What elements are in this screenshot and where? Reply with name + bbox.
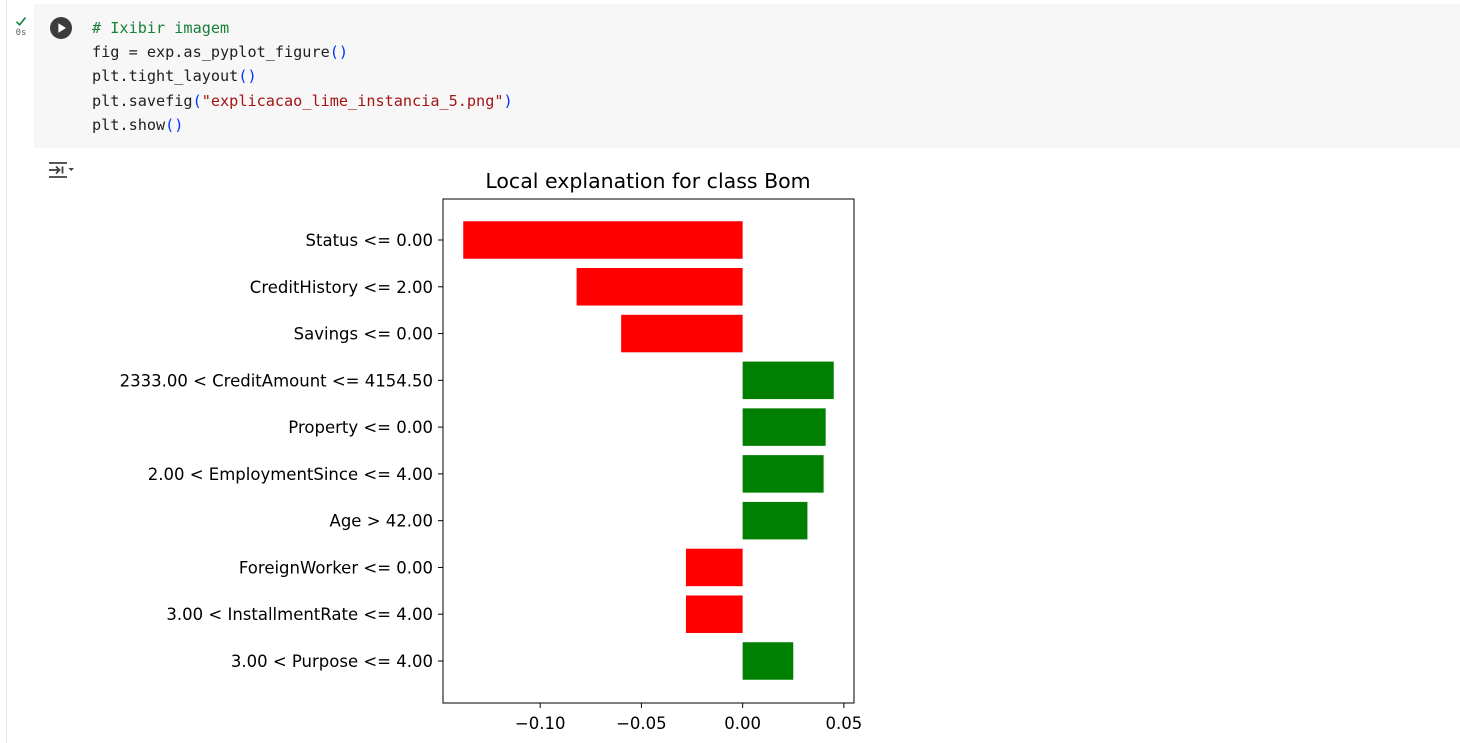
- code-cell[interactable]: [34, 4, 1460, 148]
- bar-group: [463, 221, 834, 680]
- x-tick-label: −0.10: [515, 714, 566, 733]
- bar: [742, 455, 824, 493]
- y-axis-labels: Status <= 0.00 CreditHistory <= 2.00 Savin…: [120, 231, 443, 671]
- y-tick-label: Age > 42.00: [330, 512, 433, 531]
- chart-title: Local explanation for class Bom: [485, 169, 810, 193]
- plot-frame: [442, 198, 855, 704]
- code-token: "explicacao_lime_instancia_5.png": [201, 91, 504, 110]
- x-tick-label: 0.05: [826, 714, 863, 733]
- y-tick-label: 2333.00 < CreditAmount <= 4154.50: [120, 371, 433, 390]
- code-token: (): [329, 43, 349, 62]
- run-cell-button[interactable]: [49, 16, 73, 40]
- bar: [621, 314, 743, 353]
- code-token: ): [503, 91, 513, 110]
- play-icon: [50, 17, 72, 39]
- code-editor[interactable]: # Ixibir imagem fig = exp.as_pyplot_figur…: [92, 16, 513, 137]
- bar: [463, 221, 743, 259]
- execution-time: 0s: [15, 28, 27, 38]
- code-token: plt.savefig: [92, 91, 193, 110]
- code-token: fig = exp.as_pyplot_figure: [92, 43, 330, 62]
- code-token: plt.tight_layout: [92, 67, 239, 86]
- y-tick-label: ForeignWorker <= 0.00: [239, 558, 433, 577]
- check-icon: [15, 16, 27, 26]
- x-tick-label: 0.00: [724, 714, 761, 733]
- code-token: plt.show: [92, 115, 166, 134]
- bar: [742, 642, 794, 680]
- code-token: (): [165, 115, 184, 134]
- y-tick-label: Savings <= 0.00: [294, 325, 433, 344]
- code-line: # Ixibir imagem: [92, 16, 513, 40]
- bar: [685, 595, 743, 633]
- code-token: (): [238, 67, 257, 86]
- code-line: plt.savefig("explicacao_lime_instancia_5…: [92, 89, 513, 113]
- x-axis-ticks: −0.10 −0.05 0.00 0.05: [515, 703, 862, 733]
- code-line: fig = exp.as_pyplot_figure(): [92, 40, 513, 64]
- cell-gutter-line: [6, 0, 7, 743]
- code-line: plt.tight_layout(): [92, 64, 513, 88]
- y-tick-label: 3.00 < Purpose <= 4.00: [231, 652, 433, 671]
- output-toggle-icon: [49, 162, 74, 178]
- bar: [742, 408, 826, 446]
- code-line: plt.show(): [92, 113, 513, 137]
- lime-explanation-chart: Local explanation for class Bom Status <…: [120, 169, 863, 733]
- y-tick-label: 2.00 < EmploymentSince <= 4.00: [148, 465, 433, 484]
- code-token: (: [192, 91, 202, 110]
- output-actions-button[interactable]: [46, 158, 76, 182]
- bar: [742, 361, 834, 400]
- code-token: # Ixibir imagem: [92, 19, 230, 37]
- y-tick-label: CreditHistory <= 2.00: [250, 278, 433, 297]
- bar: [576, 268, 743, 306]
- bar: [685, 548, 743, 587]
- execution-status: 0s: [12, 16, 30, 38]
- y-tick-label: 3.00 < InstallmentRate <= 4.00: [166, 605, 433, 624]
- y-tick-label: Property <= 0.00: [288, 418, 433, 437]
- bar: [742, 501, 808, 540]
- x-tick-label: −0.05: [616, 714, 667, 733]
- y-tick-label: Status <= 0.00: [306, 231, 433, 250]
